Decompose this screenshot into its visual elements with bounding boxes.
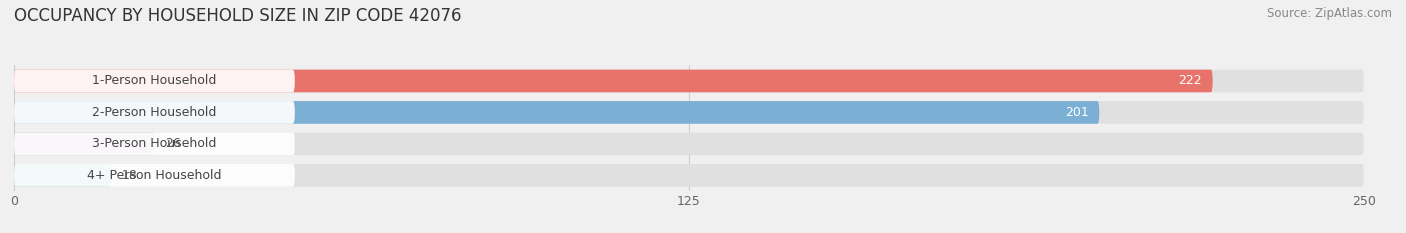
Text: 18: 18 — [122, 169, 138, 182]
FancyBboxPatch shape — [14, 70, 295, 92]
FancyBboxPatch shape — [14, 70, 1212, 92]
FancyBboxPatch shape — [14, 164, 1364, 187]
FancyBboxPatch shape — [14, 133, 295, 155]
Text: 26: 26 — [166, 137, 181, 150]
FancyBboxPatch shape — [14, 70, 1364, 92]
FancyBboxPatch shape — [14, 164, 111, 187]
Text: 2-Person Household: 2-Person Household — [93, 106, 217, 119]
FancyBboxPatch shape — [14, 101, 1364, 124]
FancyBboxPatch shape — [14, 133, 1364, 155]
Text: 4+ Person Household: 4+ Person Household — [87, 169, 222, 182]
FancyBboxPatch shape — [14, 101, 295, 124]
Text: 3-Person Household: 3-Person Household — [93, 137, 217, 150]
Text: 1-Person Household: 1-Person Household — [93, 75, 217, 87]
Text: 201: 201 — [1064, 106, 1088, 119]
FancyBboxPatch shape — [14, 133, 155, 155]
FancyBboxPatch shape — [14, 164, 295, 187]
Text: OCCUPANCY BY HOUSEHOLD SIZE IN ZIP CODE 42076: OCCUPANCY BY HOUSEHOLD SIZE IN ZIP CODE … — [14, 7, 461, 25]
Text: 222: 222 — [1178, 75, 1202, 87]
FancyBboxPatch shape — [14, 101, 1099, 124]
Text: Source: ZipAtlas.com: Source: ZipAtlas.com — [1267, 7, 1392, 20]
